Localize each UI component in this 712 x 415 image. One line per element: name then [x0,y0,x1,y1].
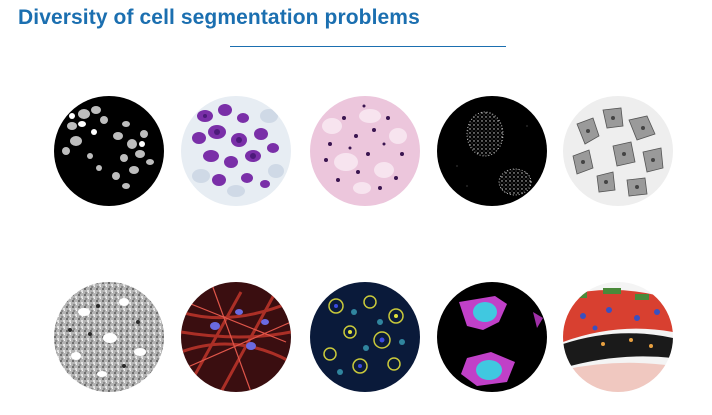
pink-stained-tissue-image [310,96,420,206]
stained-blood-cells-image [181,96,291,206]
fluorescent-nuclei-image [54,96,164,206]
gray-cells-image [563,96,673,206]
red-fibrous-cells-image [181,282,291,392]
colorful-tissue-section-image [563,282,673,392]
grayscale-texture-tissue-image [54,282,164,392]
title-underline [230,46,506,47]
magenta-cyan-cells-image [437,282,547,392]
dotted-nuclei-image [437,96,547,206]
multicolor-fluorescence-image [310,282,420,392]
slide-title: Diversity of cell segmentation problems [18,6,420,30]
